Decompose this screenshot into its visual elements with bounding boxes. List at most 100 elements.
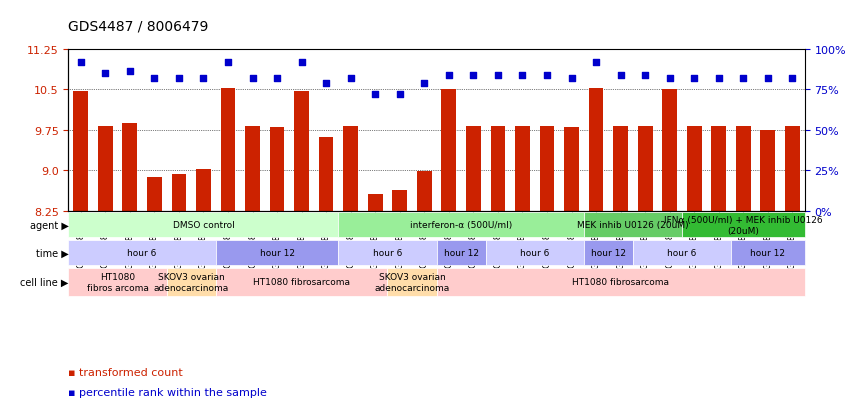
FancyBboxPatch shape (731, 241, 805, 266)
Point (540, 72, 554, 79)
Bar (245, 127, 260, 211)
FancyBboxPatch shape (633, 241, 731, 266)
Text: HT1080
fibros arcoma: HT1080 fibros arcoma (86, 273, 148, 292)
Bar (171, 175, 187, 211)
Point (786, 76, 800, 82)
Bar (564, 128, 579, 211)
Text: time ▶: time ▶ (36, 248, 68, 258)
Bar (515, 127, 530, 211)
Point (98, 71, 112, 77)
Text: ▪ transformed count: ▪ transformed count (68, 367, 183, 377)
FancyBboxPatch shape (437, 268, 805, 296)
FancyBboxPatch shape (388, 268, 437, 296)
Text: HT1080 fibrosarcoma: HT1080 fibrosarcoma (572, 278, 669, 287)
FancyBboxPatch shape (485, 241, 584, 266)
Bar (221, 89, 235, 211)
Bar (147, 178, 162, 211)
Point (294, 59, 308, 66)
Point (197, 76, 211, 82)
Bar (589, 89, 603, 211)
FancyBboxPatch shape (584, 241, 633, 266)
Bar (343, 127, 358, 211)
Text: SKOV3 ovarian
adenocarcinoma: SKOV3 ovarian adenocarcinoma (374, 273, 449, 292)
Bar (638, 127, 652, 211)
Text: hour 6: hour 6 (373, 249, 402, 258)
Point (491, 72, 505, 79)
Text: ▪ percentile rank within the sample: ▪ percentile rank within the sample (68, 387, 267, 397)
Bar (613, 127, 628, 211)
Bar (687, 127, 702, 211)
Bar (442, 90, 456, 211)
Point (687, 76, 701, 82)
FancyBboxPatch shape (216, 268, 388, 296)
Text: IFNα (500U/ml) + MEK inhib U0126
(20uM): IFNα (500U/ml) + MEK inhib U0126 (20uM) (664, 216, 823, 235)
Point (246, 76, 259, 82)
Bar (318, 138, 334, 211)
Point (736, 76, 750, 82)
Text: hour 12: hour 12 (259, 249, 294, 258)
Bar (490, 127, 505, 211)
Point (712, 76, 726, 82)
FancyBboxPatch shape (338, 213, 584, 238)
Point (319, 80, 333, 87)
Bar (392, 191, 407, 211)
Bar (736, 127, 751, 211)
Point (418, 80, 431, 87)
Bar (539, 127, 555, 211)
Text: hour 12: hour 12 (591, 249, 626, 258)
Bar (785, 127, 800, 211)
Point (614, 72, 627, 79)
Bar (711, 127, 726, 211)
FancyBboxPatch shape (437, 241, 485, 266)
Bar (196, 170, 211, 211)
Bar (270, 128, 284, 211)
Bar (368, 194, 383, 211)
Point (221, 59, 235, 66)
Text: agent ▶: agent ▶ (30, 220, 68, 230)
Point (123, 69, 137, 76)
Point (368, 92, 382, 98)
Bar (122, 123, 137, 211)
Point (761, 76, 775, 82)
Text: hour 6: hour 6 (128, 249, 157, 258)
FancyBboxPatch shape (68, 268, 167, 296)
Point (515, 72, 529, 79)
Point (344, 76, 358, 82)
FancyBboxPatch shape (338, 241, 437, 266)
Text: DMSO control: DMSO control (173, 221, 235, 230)
Text: GDS4487 / 8006479: GDS4487 / 8006479 (68, 19, 209, 33)
Point (467, 72, 480, 79)
Bar (663, 90, 677, 211)
FancyBboxPatch shape (68, 213, 338, 238)
Point (589, 59, 603, 66)
Point (172, 76, 186, 82)
FancyBboxPatch shape (682, 213, 805, 238)
Bar (294, 92, 309, 211)
Bar (74, 92, 88, 211)
Point (393, 92, 407, 98)
Point (74, 59, 87, 66)
Bar (417, 172, 431, 211)
Text: hour 6: hour 6 (668, 249, 697, 258)
Text: MEK inhib U0126 (20uM): MEK inhib U0126 (20uM) (577, 221, 689, 230)
Bar (98, 127, 113, 211)
FancyBboxPatch shape (216, 241, 338, 266)
Text: cell line ▶: cell line ▶ (20, 277, 68, 287)
Point (270, 76, 284, 82)
FancyBboxPatch shape (167, 268, 216, 296)
Text: hour 12: hour 12 (751, 249, 785, 258)
FancyBboxPatch shape (68, 241, 216, 266)
Point (663, 76, 676, 82)
Text: SKOV3 ovarian
adenocarcinoma: SKOV3 ovarian adenocarcinoma (153, 273, 229, 292)
Text: hour 6: hour 6 (520, 249, 550, 258)
Text: HT1080 fibrosarcoma: HT1080 fibrosarcoma (253, 278, 350, 287)
Text: hour 12: hour 12 (443, 249, 479, 258)
Point (442, 72, 455, 79)
Point (147, 76, 161, 82)
Bar (466, 127, 481, 211)
Text: interferon-α (500U/ml): interferon-α (500U/ml) (410, 221, 512, 230)
Point (565, 76, 579, 82)
Point (639, 72, 652, 79)
Bar (760, 131, 776, 211)
FancyBboxPatch shape (584, 213, 682, 238)
